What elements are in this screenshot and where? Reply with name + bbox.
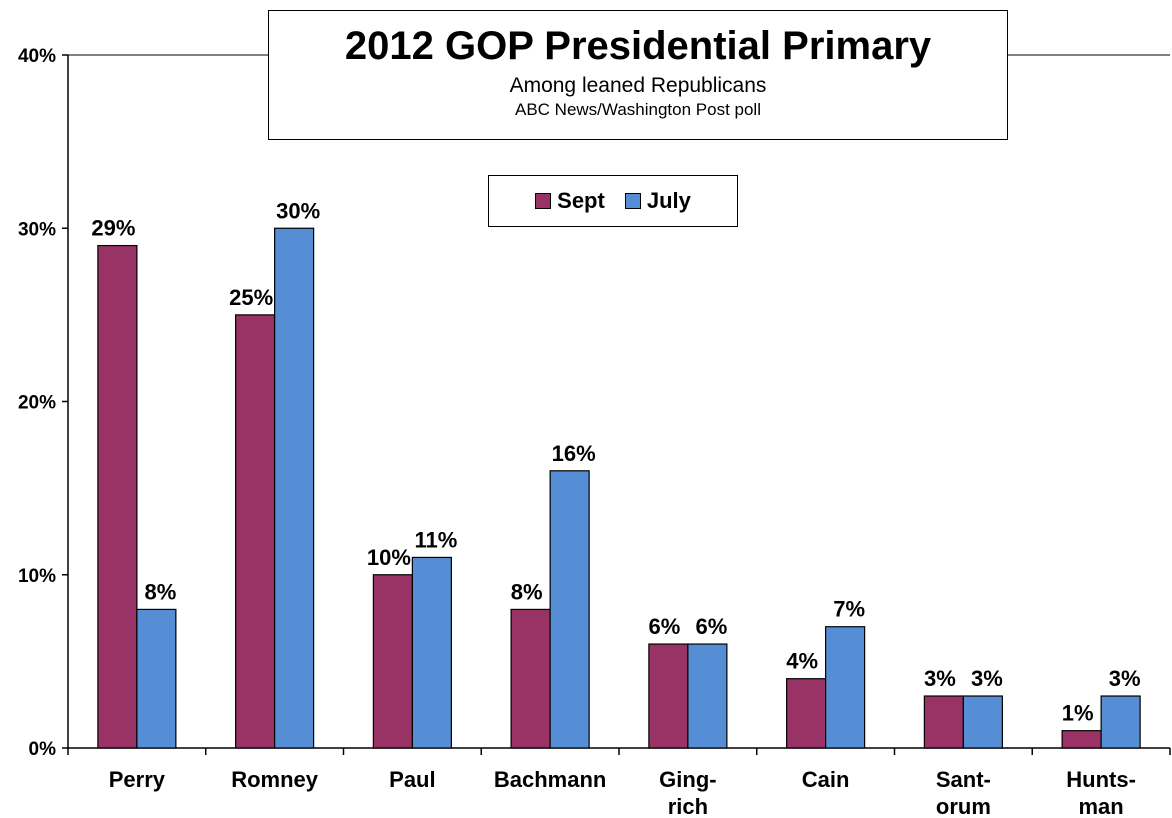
x-tick-label: Cain [802, 767, 850, 792]
legend-swatch-july [624, 193, 641, 209]
y-tick-label: 30% [18, 219, 56, 240]
chart-title: 2012 GOP Presidential Primary [344, 24, 932, 68]
y-tick-label: 20% [18, 393, 56, 414]
data-label: 11% [414, 527, 457, 552]
legend-label-july: July [646, 188, 691, 213]
bar-sept [786, 678, 827, 749]
x-tick-label: Sant- [936, 767, 991, 792]
data-label: 3% [971, 666, 1003, 691]
x-tick-label: Ging- [659, 767, 716, 792]
x-tick-label: orum [936, 794, 991, 818]
bar-july [136, 608, 177, 749]
x-tick-label: Hunts- [1066, 767, 1136, 792]
title-box: 2012 GOP Presidential Primary Among lean… [268, 10, 1008, 140]
bar-july [549, 470, 590, 749]
bar-sept [97, 244, 138, 749]
legend-label-sept: Sept [557, 188, 605, 213]
y-tick-label: 0% [29, 739, 57, 760]
legend-swatch-sept [535, 193, 552, 209]
x-tick-label: Romney [231, 767, 319, 792]
legend-item-july: July [624, 188, 691, 214]
bar-sept [923, 695, 964, 749]
x-tick-label: Paul [389, 767, 435, 792]
data-label: 8% [511, 579, 543, 604]
data-label: 29% [91, 216, 135, 241]
bar-sept [1061, 730, 1102, 749]
bar-july [687, 643, 728, 749]
data-label: 25% [229, 285, 273, 310]
data-label: 6% [695, 614, 727, 639]
bar-july [274, 227, 315, 749]
bar-july [962, 695, 1003, 749]
bar-july [411, 556, 452, 749]
y-tick-label: 10% [18, 566, 56, 587]
data-label: 4% [786, 649, 818, 674]
x-tick-label: rich [668, 794, 708, 818]
x-tick-label: Perry [109, 767, 166, 792]
data-label: 3% [1109, 666, 1141, 691]
bar-sept [372, 574, 413, 749]
bar-sept [648, 643, 689, 749]
bar-july [825, 626, 866, 749]
bar-sept [510, 608, 551, 749]
data-label: 30% [276, 198, 320, 223]
x-tick-label: man [1079, 794, 1124, 818]
legend: Sept July [488, 175, 738, 227]
data-label: 16% [552, 441, 596, 466]
x-tick-label: Bachmann [494, 767, 606, 792]
data-label: 1% [1062, 701, 1094, 726]
legend-item-sept: Sept [535, 188, 605, 214]
bar-sept [235, 314, 276, 749]
data-label: 8% [144, 579, 176, 604]
data-label: 7% [833, 597, 865, 622]
data-label: 6% [648, 614, 680, 639]
chart-source: ABC News/Washington Post poll [515, 100, 761, 119]
bar-july [1100, 695, 1141, 749]
chart-subtitle: Among leaned Republicans [509, 74, 767, 97]
data-label: 10% [367, 545, 411, 570]
y-tick-label: 40% [18, 46, 56, 67]
data-label: 3% [924, 666, 956, 691]
